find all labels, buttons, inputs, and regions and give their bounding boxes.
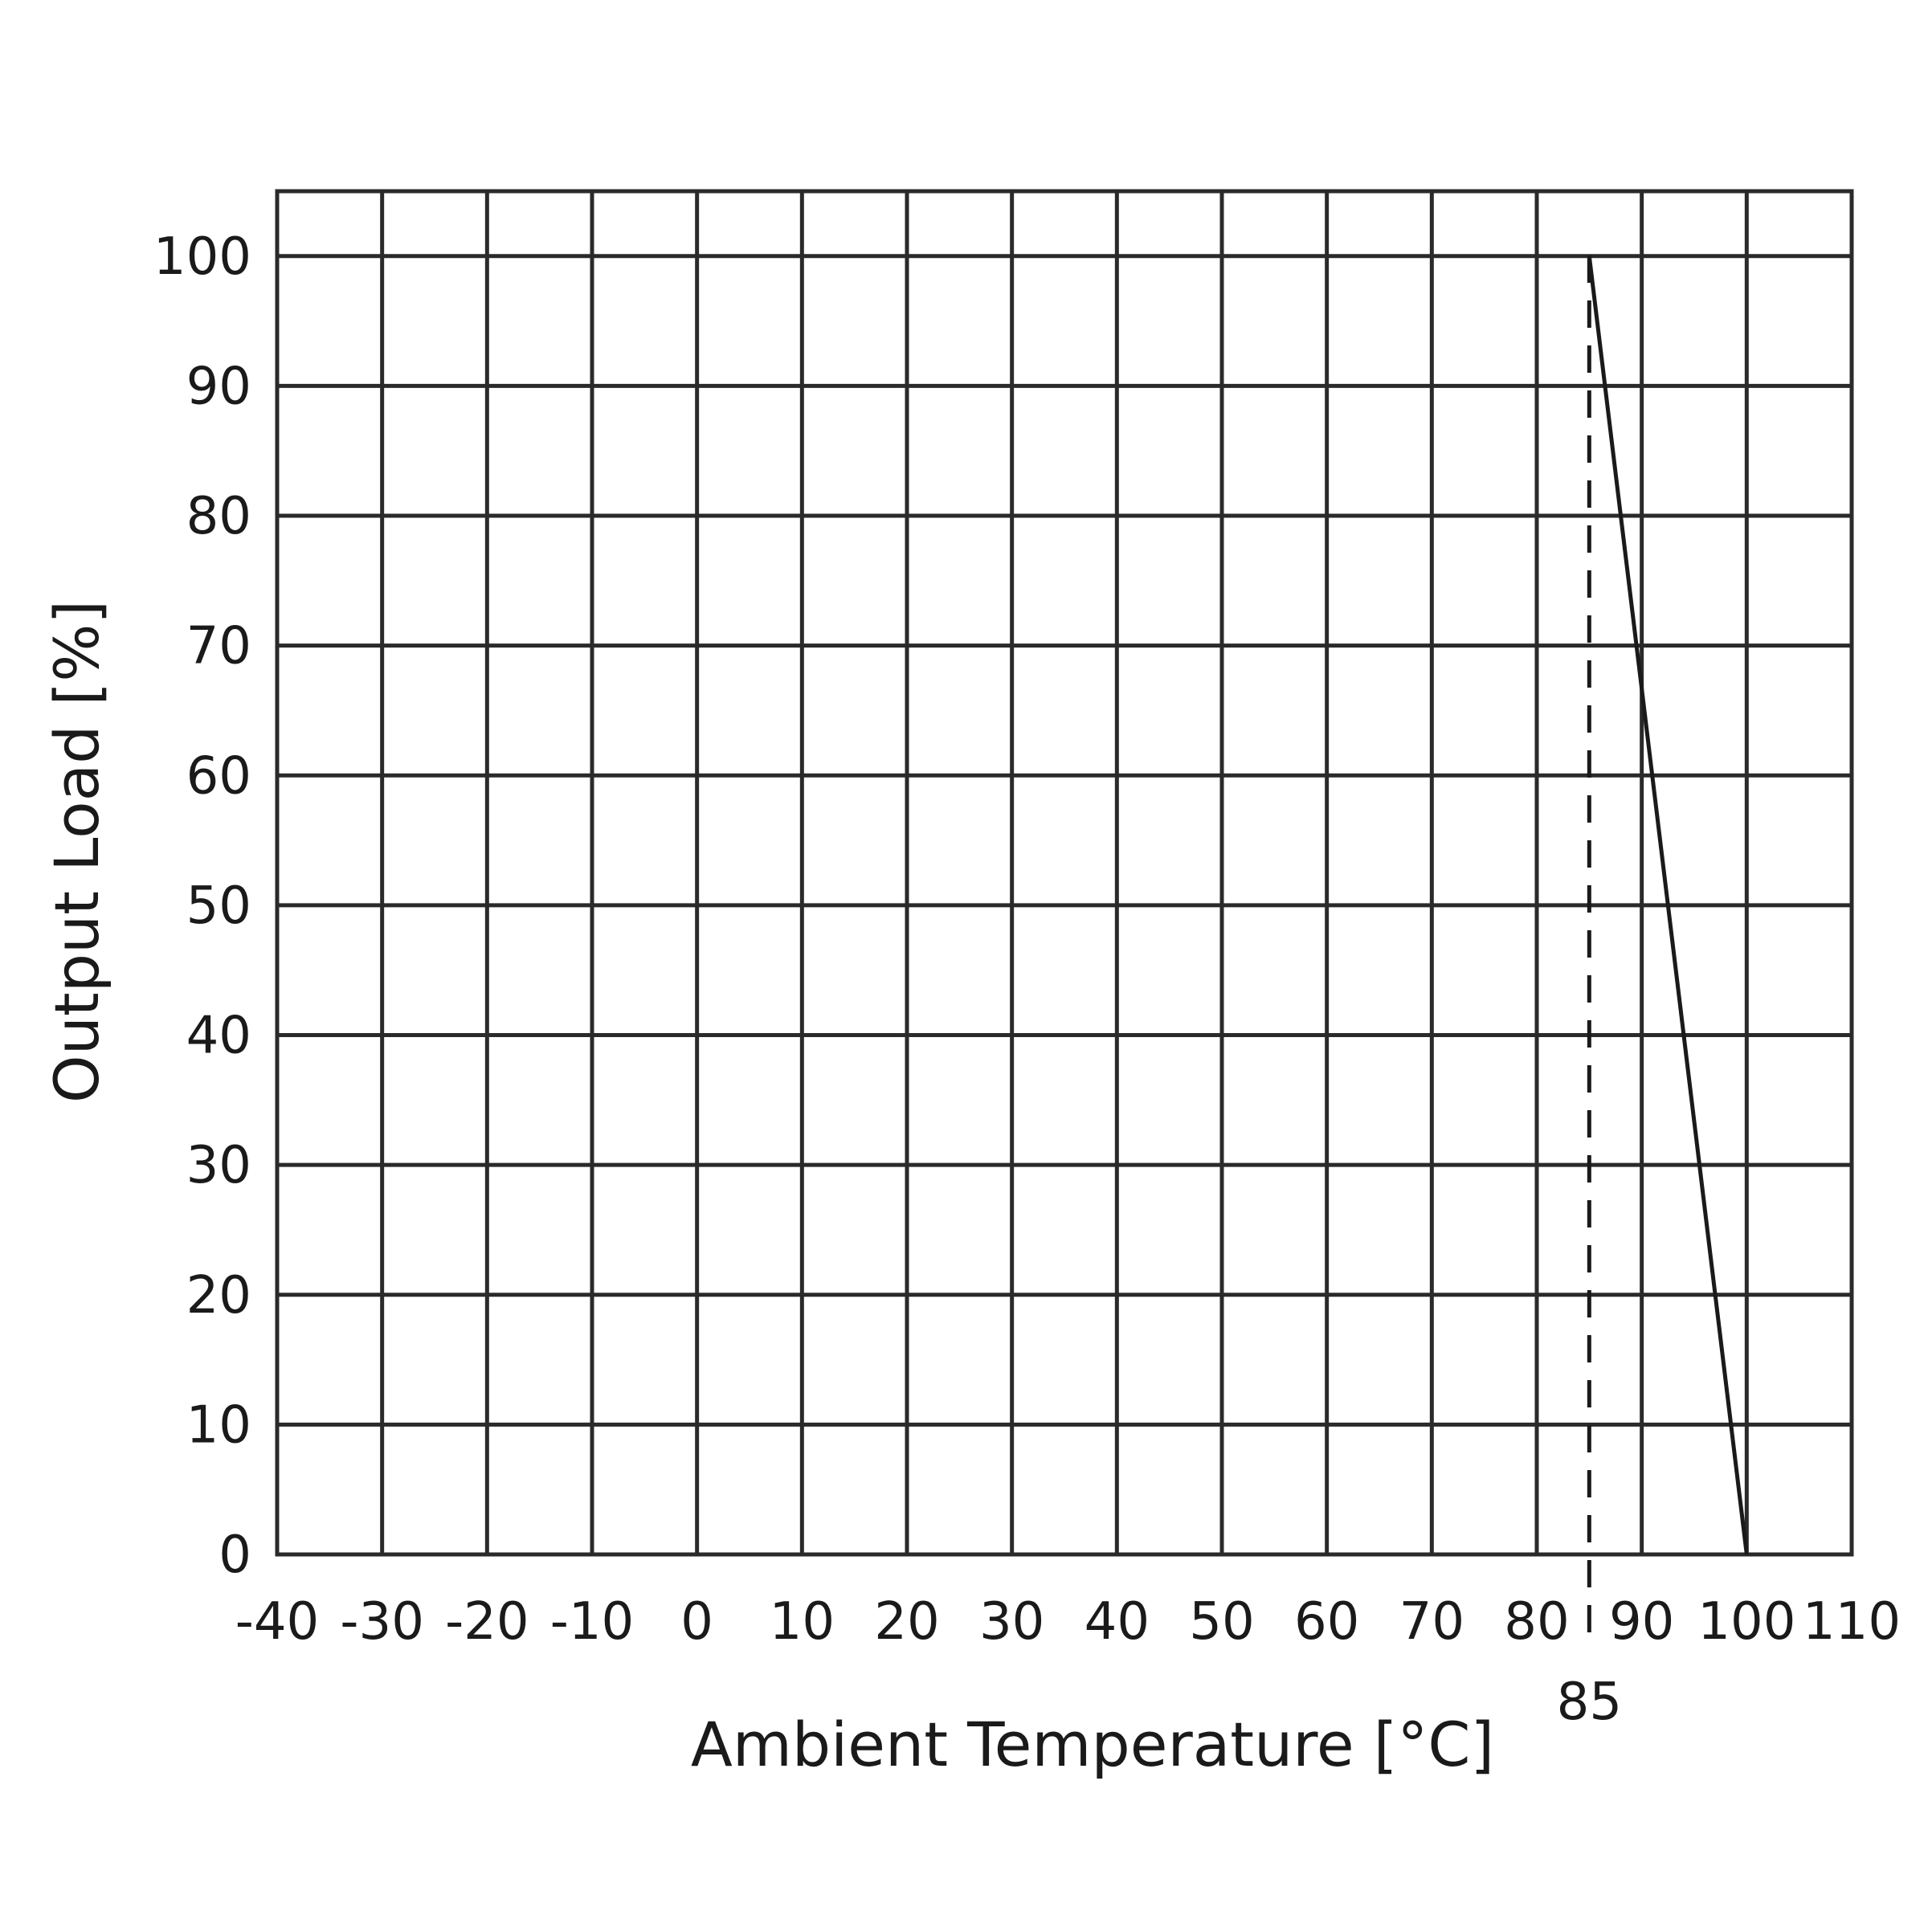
x-tick-label-2: -20 bbox=[445, 1592, 529, 1652]
y-tick-label-9: 90 bbox=[186, 357, 251, 416]
y-tick-labels: 0 10 20 30 40 50 60 70 80 90 100 bbox=[153, 227, 251, 1585]
x-tick-label-10: 60 bbox=[1294, 1592, 1359, 1652]
y-tick-label-7: 70 bbox=[186, 617, 251, 676]
reference-line-label-0: 85 bbox=[1557, 1673, 1622, 1732]
y-tick-label-1: 10 bbox=[186, 1395, 251, 1455]
series-line-0 bbox=[1587, 255, 1749, 1555]
y-tick-label-5: 50 bbox=[186, 876, 251, 936]
grid-layer bbox=[275, 189, 1854, 1557]
reference-layer: 85 bbox=[1557, 255, 1622, 1732]
x-tick-label-11: 70 bbox=[1399, 1592, 1464, 1652]
y-tick-label-6: 60 bbox=[186, 746, 251, 806]
x-tick-label-13: 90 bbox=[1609, 1592, 1674, 1652]
x-tick-label-12: 80 bbox=[1504, 1592, 1569, 1652]
y-tick-label-0: 0 bbox=[219, 1526, 251, 1585]
x-tick-label-7: 30 bbox=[979, 1592, 1044, 1652]
x-tick-label-4: 0 bbox=[680, 1592, 713, 1652]
y-tick-label-3: 30 bbox=[186, 1136, 251, 1195]
x-tick-label-3: -10 bbox=[550, 1592, 635, 1652]
x-tick-label-15: 110 bbox=[1803, 1592, 1901, 1652]
plot-frame bbox=[275, 189, 1854, 1557]
x-tick-label-9: 50 bbox=[1189, 1592, 1254, 1652]
y-tick-label-8: 80 bbox=[186, 487, 251, 546]
x-tick-label-8: 40 bbox=[1084, 1592, 1150, 1652]
x-axis-title: Ambient Temperature [°C] bbox=[691, 1709, 1494, 1780]
x-tick-label-6: 20 bbox=[874, 1592, 939, 1652]
x-tick-label-1: -30 bbox=[340, 1592, 424, 1652]
x-tick-label-0: -40 bbox=[235, 1592, 320, 1652]
y-tick-label-2: 20 bbox=[186, 1266, 251, 1325]
x-tick-label-5: 10 bbox=[770, 1592, 835, 1652]
y-axis-title: Output Load [%] bbox=[41, 600, 112, 1103]
x-tick-label-14: 100 bbox=[1697, 1592, 1795, 1652]
x-tick-labels: -40 -30 -20 -10 0 10 20 30 40 50 60 70 80 90 100 110 bbox=[235, 1592, 1901, 1652]
y-tick-label-10: 100 bbox=[153, 227, 251, 287]
y-tick-label-4: 40 bbox=[186, 1007, 251, 1066]
series-layer bbox=[1587, 255, 1749, 1555]
